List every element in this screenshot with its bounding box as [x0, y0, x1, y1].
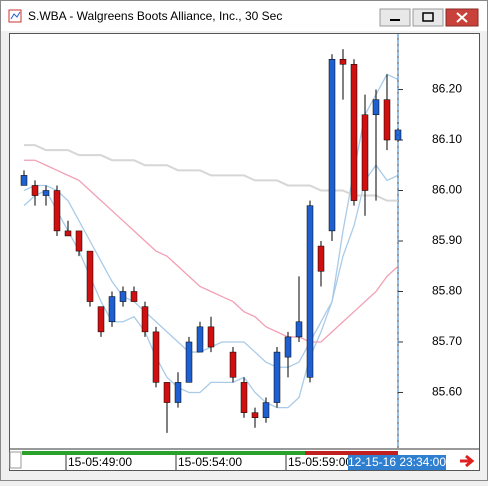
candle-body: [284, 336, 292, 358]
candle-body: [306, 205, 314, 378]
candle-body: [75, 230, 83, 252]
cursor-label-box: [348, 455, 446, 470]
time-bar-end: [305, 451, 398, 455]
candle-body: [251, 412, 259, 418]
minimize-button[interactable]: [379, 8, 411, 27]
candle-body: [295, 321, 303, 338]
candle-body: [53, 190, 61, 232]
candle-body: [273, 351, 281, 403]
time-bar: [22, 451, 398, 455]
candle-body: [317, 245, 325, 272]
candle-body: [64, 230, 72, 237]
candle-body: [174, 382, 182, 403]
window-icon[interactable]: [8, 9, 22, 23]
candle-body: [141, 306, 149, 333]
candle-body: [207, 326, 215, 348]
candle-body: [361, 114, 369, 191]
y-tick-label: 86.00: [432, 183, 462, 197]
candle-body: [262, 402, 270, 418]
candle-body: [328, 58, 336, 232]
cursor-label: 12-15-16 23:34:00: [348, 455, 446, 469]
scroll-box[interactable]: [9, 451, 22, 469]
candle-body: [240, 382, 248, 413]
candle-body: [20, 175, 28, 186]
maximize-button[interactable]: [412, 8, 444, 27]
x-tick-label: 15-05:54:00: [178, 455, 242, 469]
y-tick-label: 85.60: [432, 385, 462, 399]
candle-body: [97, 306, 105, 333]
candle-body: [42, 190, 50, 196]
close-icon: [456, 12, 468, 23]
window-title: S.WBA - Walgreens Boots Alliance, Inc., …: [28, 9, 282, 23]
y-tick-label: 85.70: [432, 334, 462, 348]
x-tick-label: 15-05:59:00: [288, 455, 352, 469]
y-tick-label: 86.20: [432, 82, 462, 96]
overlay-line: [24, 159, 399, 343]
candle-body: [31, 185, 39, 196]
candle-body: [152, 331, 160, 383]
candle-body: [185, 341, 193, 383]
scroll-right-arrow[interactable]: [460, 454, 475, 468]
candle-body: [394, 129, 402, 141]
candle-body: [86, 250, 94, 302]
window-icon-graph: [10, 11, 21, 20]
overlay-line: [23, 164, 399, 409]
y-tick-label: 85.90: [432, 233, 462, 247]
y-tick-label: 86.10: [432, 132, 462, 146]
y-tick-label: 85.80: [432, 284, 462, 298]
candle-body: [383, 99, 391, 141]
candle-body: [119, 291, 127, 302]
candle-body: [196, 326, 204, 353]
overlay-line: [24, 144, 398, 202]
candle-body: [130, 291, 138, 302]
maximize-icon: [422, 12, 434, 22]
candle-body: [339, 58, 347, 65]
candle-body: [350, 64, 358, 201]
candle-body: [108, 296, 116, 323]
x-tick-label: 15-05:49:00: [68, 455, 132, 469]
candle-body: [229, 351, 237, 378]
candle-body: [372, 99, 380, 116]
candle-body: [163, 382, 171, 403]
